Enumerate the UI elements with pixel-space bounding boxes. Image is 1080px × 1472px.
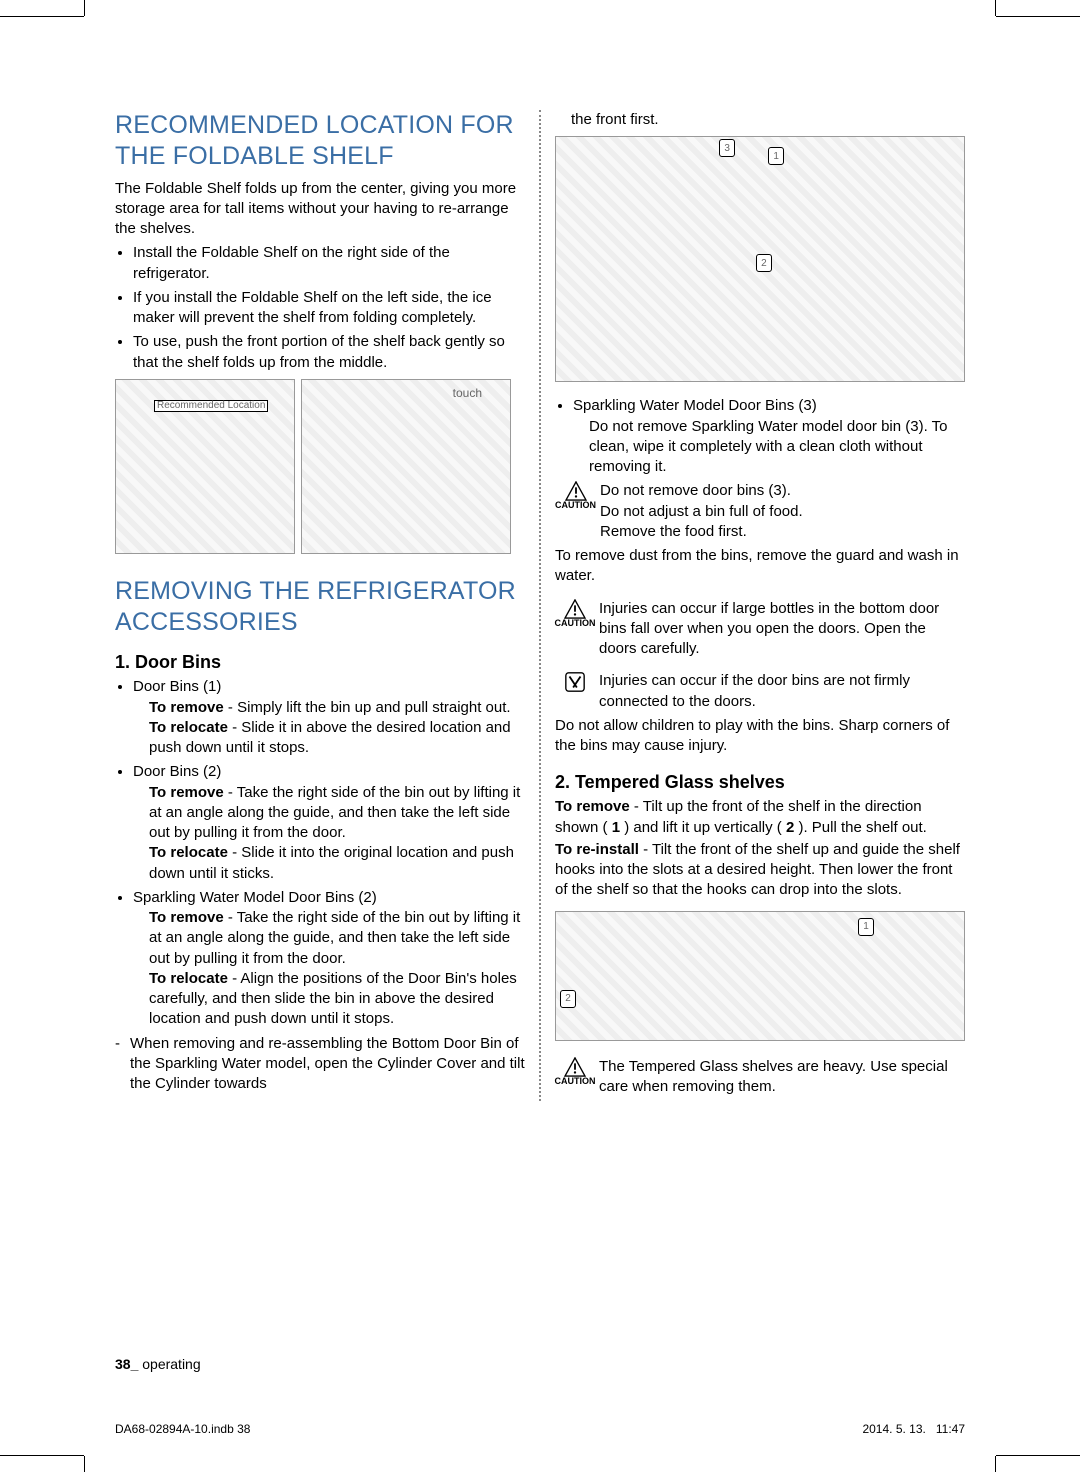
caution-label: CAUTION — [555, 619, 596, 628]
caution-text: Do not remove door bins (3). Do not adju… — [600, 481, 803, 542]
callout-3: 3 — [719, 139, 735, 157]
text: Do not remove door bins (3). — [600, 482, 791, 499]
subheading-door-bins: 1. Door Bins — [115, 652, 525, 673]
figure-refrigerator-doors: 3 1 2 — [555, 136, 965, 382]
list-item: Sparkling Water Model Door Bins (3) Do n… — [573, 396, 965, 477]
shelf-remove-text: To remove - Tilt up the front of the she… — [555, 797, 965, 838]
dash-marker: - — [115, 1034, 120, 1095]
foldable-shelf-bullets: Install the Foldable Shelf on the right … — [115, 243, 525, 373]
list-item: Install the Foldable Shelf on the right … — [133, 243, 525, 284]
caution-icon: CAUTION — [555, 599, 595, 628]
list-item: Sparkling Water Model Door Bins (2) To r… — [133, 888, 525, 1030]
subheading-tempered-glass: 2. Tempered Glass shelves — [555, 772, 965, 793]
door-bins-1-label: Door Bins (1) — [133, 678, 221, 695]
list-item: If you install the Foldable Shelf on the… — [133, 288, 525, 329]
sparkling-note-row: - When removing and re-assembling the Bo… — [115, 1034, 525, 1095]
page-section-label: operating — [138, 1356, 200, 1372]
caution-text: The Tempered Glass shelves are heavy. Us… — [599, 1057, 965, 1098]
list-item: Door Bins (2) To remove - Take the right… — [133, 762, 525, 884]
callout-2: 2 — [756, 254, 772, 272]
sparkling-bins-2-label: Sparkling Water Model Door Bins (2) — [133, 889, 377, 906]
sparkling-bins-3-list: Sparkling Water Model Door Bins (3) Do n… — [555, 396, 965, 477]
figure-foldable-shelf: Recommended Location touch — [115, 379, 525, 554]
label-to-remove: To remove — [149, 699, 224, 716]
note-children-text: Do not allow children to play with the b… — [555, 716, 965, 757]
continuation-text: the front first. — [571, 110, 965, 130]
caution-label: CAUTION — [555, 501, 596, 510]
list-item: Door Bins (1) To remove - Simply lift th… — [133, 677, 525, 758]
print-datetime: 2014. 5. 13. 11:47 — [862, 1422, 965, 1436]
shelf-reinstall-text: To re-install - Tilt the front of the sh… — [555, 840, 965, 901]
print-time: 11:47 — [936, 1422, 965, 1436]
document-page: RECOMMENDED LOCATION FOR THE FOLDABLE SH… — [0, 0, 1080, 1472]
section-intro: The Foldable Shelf folds up from the cen… — [115, 179, 525, 240]
figure-shelf-removal: 1 2 — [555, 911, 965, 1041]
caution-text: Injuries can occur if large bottles in t… — [599, 599, 965, 660]
caution-label: CAUTION — [555, 1077, 596, 1086]
door-bins-1-detail: To remove - Simply lift the bin up and p… — [133, 698, 525, 759]
callout-num: 1 — [612, 819, 620, 836]
caution-icon: CAUTION — [555, 1057, 595, 1086]
caution-heavy-shelves: CAUTION The Tempered Glass shelves are h… — [555, 1057, 965, 1098]
sparkling-bins-3-label: Sparkling Water Model Door Bins (3) — [573, 397, 817, 414]
crop-mark — [0, 1455, 84, 1456]
list-item: To use, push the front portion of the sh… — [133, 332, 525, 373]
label-to-reinstall: To re-install — [555, 841, 639, 858]
crop-mark — [84, 0, 85, 16]
left-column: RECOMMENDED LOCATION FOR THE FOLDABLE SH… — [115, 110, 539, 1101]
crop-mark — [996, 16, 1080, 17]
callout-1: 1 — [768, 147, 784, 165]
door-bins-2-detail: To remove - Take the right side of the b… — [133, 783, 525, 884]
page-footer: 38_ operating — [115, 1356, 201, 1372]
label-to-remove: To remove — [149, 784, 224, 801]
sparkling-bins-3-text: Do not remove Sparkling Water model door… — [573, 417, 965, 478]
figure-right-panel: touch — [301, 379, 511, 554]
sparkling-note-text: When removing and re-assembling the Bott… — [130, 1034, 525, 1095]
section-heading-removing-accessories: REMOVING THE REFRIGERATOR ACCESSORIES — [115, 576, 525, 639]
note-text: Injuries can occur if the door bins are … — [599, 671, 965, 712]
right-column: the front first. 3 1 2 Sparkling Water M… — [539, 110, 965, 1101]
section-heading-foldable-shelf: RECOMMENDED LOCATION FOR THE FOLDABLE SH… — [115, 110, 525, 173]
label-to-remove: To remove — [555, 798, 630, 815]
print-filename: DA68-02894A-10.indb 38 — [115, 1422, 250, 1436]
label-to-relocate: To relocate — [149, 970, 228, 987]
label-to-relocate: To relocate — [149, 719, 228, 736]
dust-removal-text: To remove dust from the bins, remove the… — [555, 546, 965, 587]
text: - Simply lift the bin up and pull straig… — [224, 699, 511, 716]
print-date: 2014. 5. 13. — [862, 1422, 925, 1436]
label-to-relocate: To relocate — [149, 844, 228, 861]
sparkling-bins-2-detail: To remove - Take the right side of the b… — [133, 908, 525, 1030]
figure-label-touch: touch — [453, 386, 482, 400]
crop-mark — [996, 1455, 1080, 1456]
caution-icon: CAUTION — [555, 481, 596, 510]
label-to-remove: To remove — [149, 909, 224, 926]
caution-large-bottles: CAUTION Injuries can occur if large bott… — [555, 599, 965, 660]
door-bins-2-label: Door Bins (2) — [133, 763, 221, 780]
text: Do not adjust a bin full of food. — [600, 503, 803, 520]
figure-left-panel: Recommended Location — [115, 379, 295, 554]
callout-1: 1 — [858, 918, 874, 936]
figure-label-recommended-location: Recommended Location — [154, 400, 268, 413]
text: Remove the food first. — [600, 523, 747, 540]
crop-mark — [995, 0, 996, 16]
text: ) and lift it up vertically ( — [620, 819, 786, 836]
crop-mark — [0, 16, 84, 17]
door-bins-list: Door Bins (1) To remove - Simply lift th… — [115, 677, 525, 1029]
two-column-layout: RECOMMENDED LOCATION FOR THE FOLDABLE SH… — [115, 110, 965, 1101]
page-number: 38_ — [115, 1356, 138, 1372]
note-door-bins-connection: Injuries can occur if the door bins are … — [555, 671, 965, 712]
crop-mark — [995, 1456, 996, 1472]
note-icon — [555, 671, 595, 693]
crop-mark — [84, 1456, 85, 1472]
text: ). Pull the shelf out. — [794, 819, 927, 836]
callout-2: 2 — [560, 990, 576, 1008]
print-metadata-footer: DA68-02894A-10.indb 38 2014. 5. 13. 11:4… — [115, 1422, 965, 1436]
caution-remove-bins: CAUTION Do not remove door bins (3). Do … — [555, 481, 965, 542]
